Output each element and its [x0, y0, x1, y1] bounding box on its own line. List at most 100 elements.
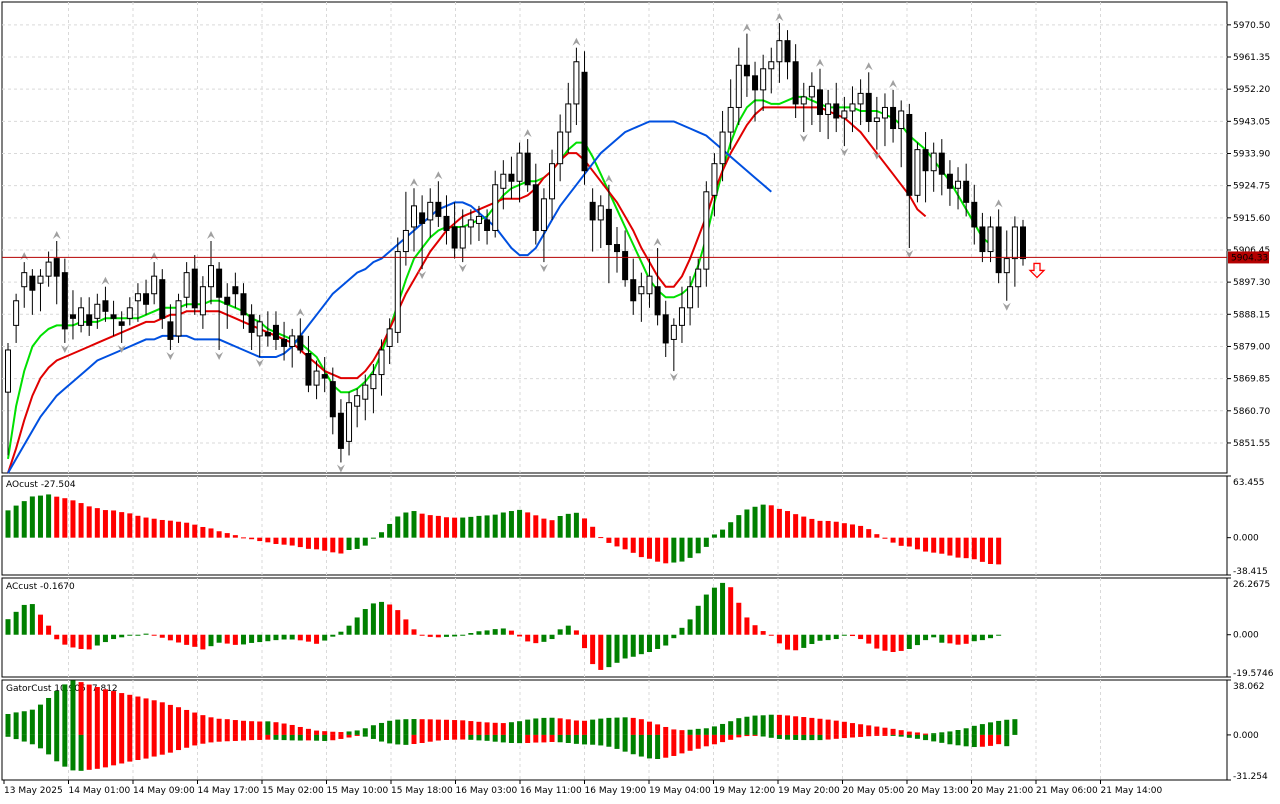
gator-lower-bar	[508, 734, 514, 743]
ao-bar	[387, 523, 393, 538]
ac-bar	[232, 634, 238, 645]
fractal-up-icon	[434, 171, 443, 180]
fractal-down-icon	[539, 264, 548, 273]
time-tick-label: 14 May 17:00	[198, 786, 260, 796]
ao-bar	[21, 501, 27, 538]
gator-upper-bar	[70, 680, 76, 735]
gator-upper-bar	[833, 720, 839, 735]
candle	[378, 339, 385, 396]
gator-lower-bar	[102, 734, 108, 768]
gator-lower-bar	[176, 734, 182, 751]
candle	[248, 304, 255, 350]
gator-upper-bar	[752, 715, 758, 735]
gator-upper-bar	[13, 712, 19, 735]
gator-upper-bar	[111, 691, 117, 735]
gator-upper-bar	[500, 723, 506, 735]
ac-bar	[736, 602, 742, 635]
candle	[597, 195, 604, 249]
ao-bar	[281, 537, 287, 545]
gator-upper-bar	[882, 727, 888, 735]
candle-body	[53, 258, 60, 277]
fractal-down-icon	[905, 250, 914, 259]
candle-body	[971, 201, 978, 228]
candle-body	[752, 75, 759, 91]
candle	[873, 96, 880, 150]
candle-body	[5, 349, 11, 393]
indicator-tick-label: -38.415	[1233, 567, 1268, 577]
gator-lower-bar	[387, 734, 393, 744]
candle	[516, 142, 523, 203]
candle-body	[451, 226, 458, 249]
candle-body	[614, 244, 620, 253]
gator-lower-bar	[614, 734, 620, 749]
fractal-up-icon	[20, 252, 29, 261]
gator-upper-bar	[541, 717, 547, 735]
ao-bar	[582, 518, 588, 538]
gator-lower-bar	[841, 734, 847, 739]
candle-body	[61, 272, 68, 330]
candle	[208, 241, 214, 305]
gator-upper-bar	[671, 729, 677, 735]
candle	[963, 163, 970, 217]
ao-bar	[379, 532, 385, 538]
ac-bar	[809, 634, 815, 645]
gator-upper-bar	[606, 717, 612, 735]
candle-body	[21, 272, 28, 288]
gator-lower-bar	[354, 734, 360, 736]
gator-lower-bar	[119, 734, 125, 764]
candle-body	[378, 349, 385, 376]
time-tick-label: 14 May 09:00	[133, 786, 195, 796]
gator-lower-bar	[760, 734, 766, 737]
ao-bar	[955, 537, 961, 558]
ac-bar	[224, 634, 230, 644]
ac-bar	[281, 634, 287, 640]
ao-bar	[752, 506, 758, 538]
price-tick-label: 5888.15	[1233, 310, 1270, 320]
ac-bar	[614, 634, 620, 663]
ao-bar	[224, 533, 230, 538]
candle-body	[695, 268, 702, 288]
price-tick-label: 5943.05	[1233, 117, 1270, 127]
ac-bar	[443, 634, 449, 637]
candle	[329, 367, 336, 435]
ac-bar	[200, 634, 206, 650]
candle	[21, 262, 28, 308]
candle-body	[175, 300, 182, 337]
candle	[191, 255, 198, 315]
gator-lower-bar	[5, 734, 11, 737]
ao-bar	[5, 510, 11, 538]
ac-bar	[833, 634, 839, 640]
gator-upper-bar	[849, 723, 855, 735]
ao-bar	[443, 517, 449, 538]
ac-bar	[143, 633, 149, 635]
gator-upper-bar	[322, 731, 328, 735]
gator-upper-bar	[785, 715, 791, 735]
ao-bar	[435, 515, 441, 538]
time-tick-label: 21 May 14:00	[1101, 786, 1163, 796]
candle	[354, 388, 361, 428]
candle-body	[362, 384, 369, 400]
candle	[703, 181, 710, 287]
candle-body	[143, 293, 150, 305]
ao-bar	[468, 516, 474, 538]
ac-bar	[988, 634, 994, 639]
gator-lower-bar	[240, 734, 246, 741]
ac-bar	[37, 614, 43, 635]
ao-bar	[216, 531, 222, 538]
candle	[768, 47, 775, 94]
ac-bar	[703, 594, 709, 635]
gator-lower-bar	[395, 734, 401, 745]
candle	[272, 311, 279, 350]
ac-bar	[338, 631, 344, 635]
gator-upper-bar	[452, 720, 458, 735]
candle-body	[297, 335, 304, 351]
ao-bar	[419, 513, 425, 538]
candle	[630, 258, 637, 315]
ao-bar	[671, 537, 677, 563]
candle-body	[102, 300, 109, 312]
ac-bar	[979, 634, 985, 641]
gator-lower-bar	[159, 734, 165, 755]
gator-lower-bar	[338, 734, 344, 739]
candle	[264, 311, 271, 347]
candle-body	[589, 201, 596, 221]
